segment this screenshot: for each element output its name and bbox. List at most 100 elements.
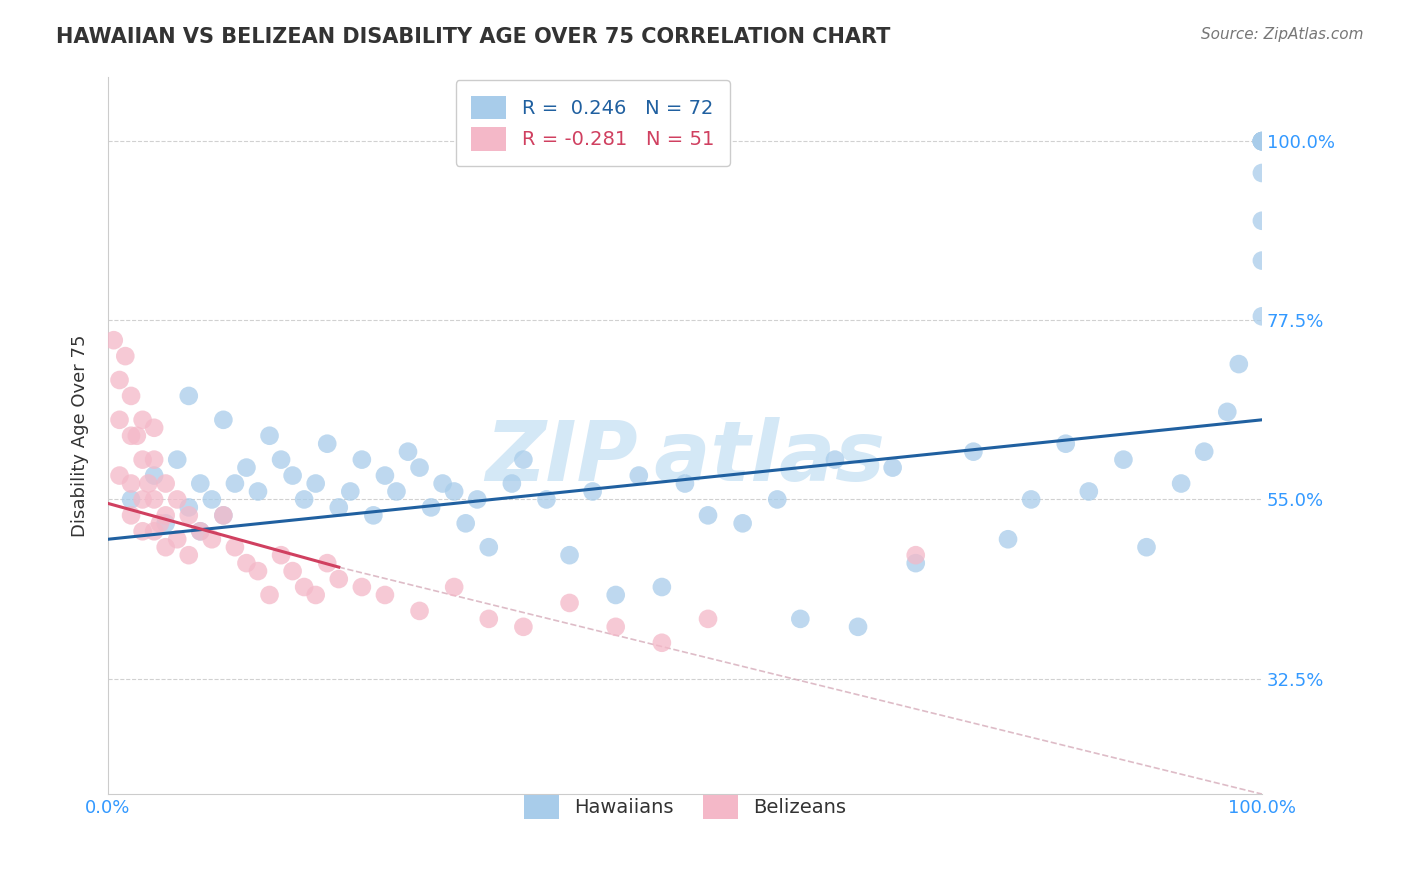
Point [1251,166,1274,180]
Point [155,516,177,531]
Point [125,428,148,442]
Point [108,468,131,483]
Point [188,524,211,539]
Point [374,588,396,602]
Point [789,612,811,626]
Point [120,476,142,491]
Point [882,460,904,475]
Point [697,612,720,626]
Point [1054,436,1077,450]
Point [1251,134,1274,148]
Point [120,389,142,403]
Point [374,468,396,483]
Point [1077,484,1099,499]
Point [1251,134,1274,148]
Point [155,476,177,491]
Point [212,508,235,523]
Point [420,500,443,515]
Point [305,588,328,602]
Point [1251,134,1274,148]
Point [235,460,257,475]
Point [350,580,373,594]
Point [1170,476,1192,491]
Point [188,476,211,491]
Point [558,596,581,610]
Point [904,556,927,570]
Point [443,580,465,594]
Point [138,476,160,491]
Point [962,444,984,458]
Point [281,564,304,578]
Point [731,516,754,531]
Point [143,468,166,483]
Point [605,588,627,602]
Point [270,548,292,562]
Point [143,421,166,435]
Point [316,436,339,450]
Point [131,452,153,467]
Point [1251,253,1274,268]
Point [443,484,465,499]
Point [143,492,166,507]
Point [188,524,211,539]
Point [177,389,200,403]
Point [350,452,373,467]
Point [1251,213,1274,227]
Text: HAWAIIAN VS BELIZEAN DISABILITY AGE OVER 75 CORRELATION CHART: HAWAIIAN VS BELIZEAN DISABILITY AGE OVER… [56,27,890,46]
Point [143,452,166,467]
Point [824,452,846,467]
Point [201,492,224,507]
Point [114,349,136,363]
Point [270,452,292,467]
Point [1192,444,1215,458]
Point [155,508,177,523]
Text: Source: ZipAtlas.com: Source: ZipAtlas.com [1201,27,1364,42]
Point [103,333,125,347]
Point [281,468,304,483]
Point [627,468,650,483]
Point [328,500,350,515]
Point [605,620,627,634]
Point [408,460,430,475]
Point [651,580,673,594]
Point [997,533,1019,547]
Point [1227,357,1250,371]
Point [177,500,200,515]
Point [339,484,361,499]
Point [385,484,408,499]
Point [651,636,673,650]
Point [1251,134,1274,148]
Point [155,540,177,554]
Point [143,524,166,539]
Point [292,492,315,507]
Point [478,612,501,626]
Point [177,548,200,562]
Point [1251,310,1274,324]
Point [166,452,188,467]
Point [1135,540,1157,554]
Point [131,413,153,427]
Point [1216,405,1239,419]
Point [212,413,235,427]
Point [904,548,927,562]
Point [673,476,696,491]
Point [501,476,523,491]
Point [582,484,605,499]
Point [246,484,269,499]
Point [212,508,235,523]
Point [432,476,454,491]
Point [120,508,142,523]
Point [396,444,419,458]
Point [108,373,131,387]
Point [131,492,153,507]
Legend: Hawaiians, Belizeans: Hawaiians, Belizeans [508,780,862,835]
Point [246,564,269,578]
Point [166,492,188,507]
Point [1112,452,1135,467]
Point [1019,492,1042,507]
Point [454,516,477,531]
Point [305,476,328,491]
Point [149,516,172,531]
Point [1251,134,1274,148]
Point [131,524,153,539]
